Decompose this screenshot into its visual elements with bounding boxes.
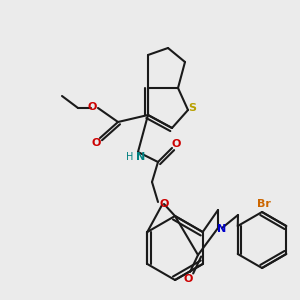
Text: O: O [159,199,169,209]
Text: O: O [171,139,181,149]
Text: O: O [91,138,101,148]
Text: O: O [183,274,193,284]
Text: H: H [126,152,134,162]
Text: Br: Br [257,199,271,209]
Text: O: O [87,102,97,112]
Text: N: N [136,152,146,162]
Text: S: S [188,103,196,113]
Text: N: N [218,224,226,234]
